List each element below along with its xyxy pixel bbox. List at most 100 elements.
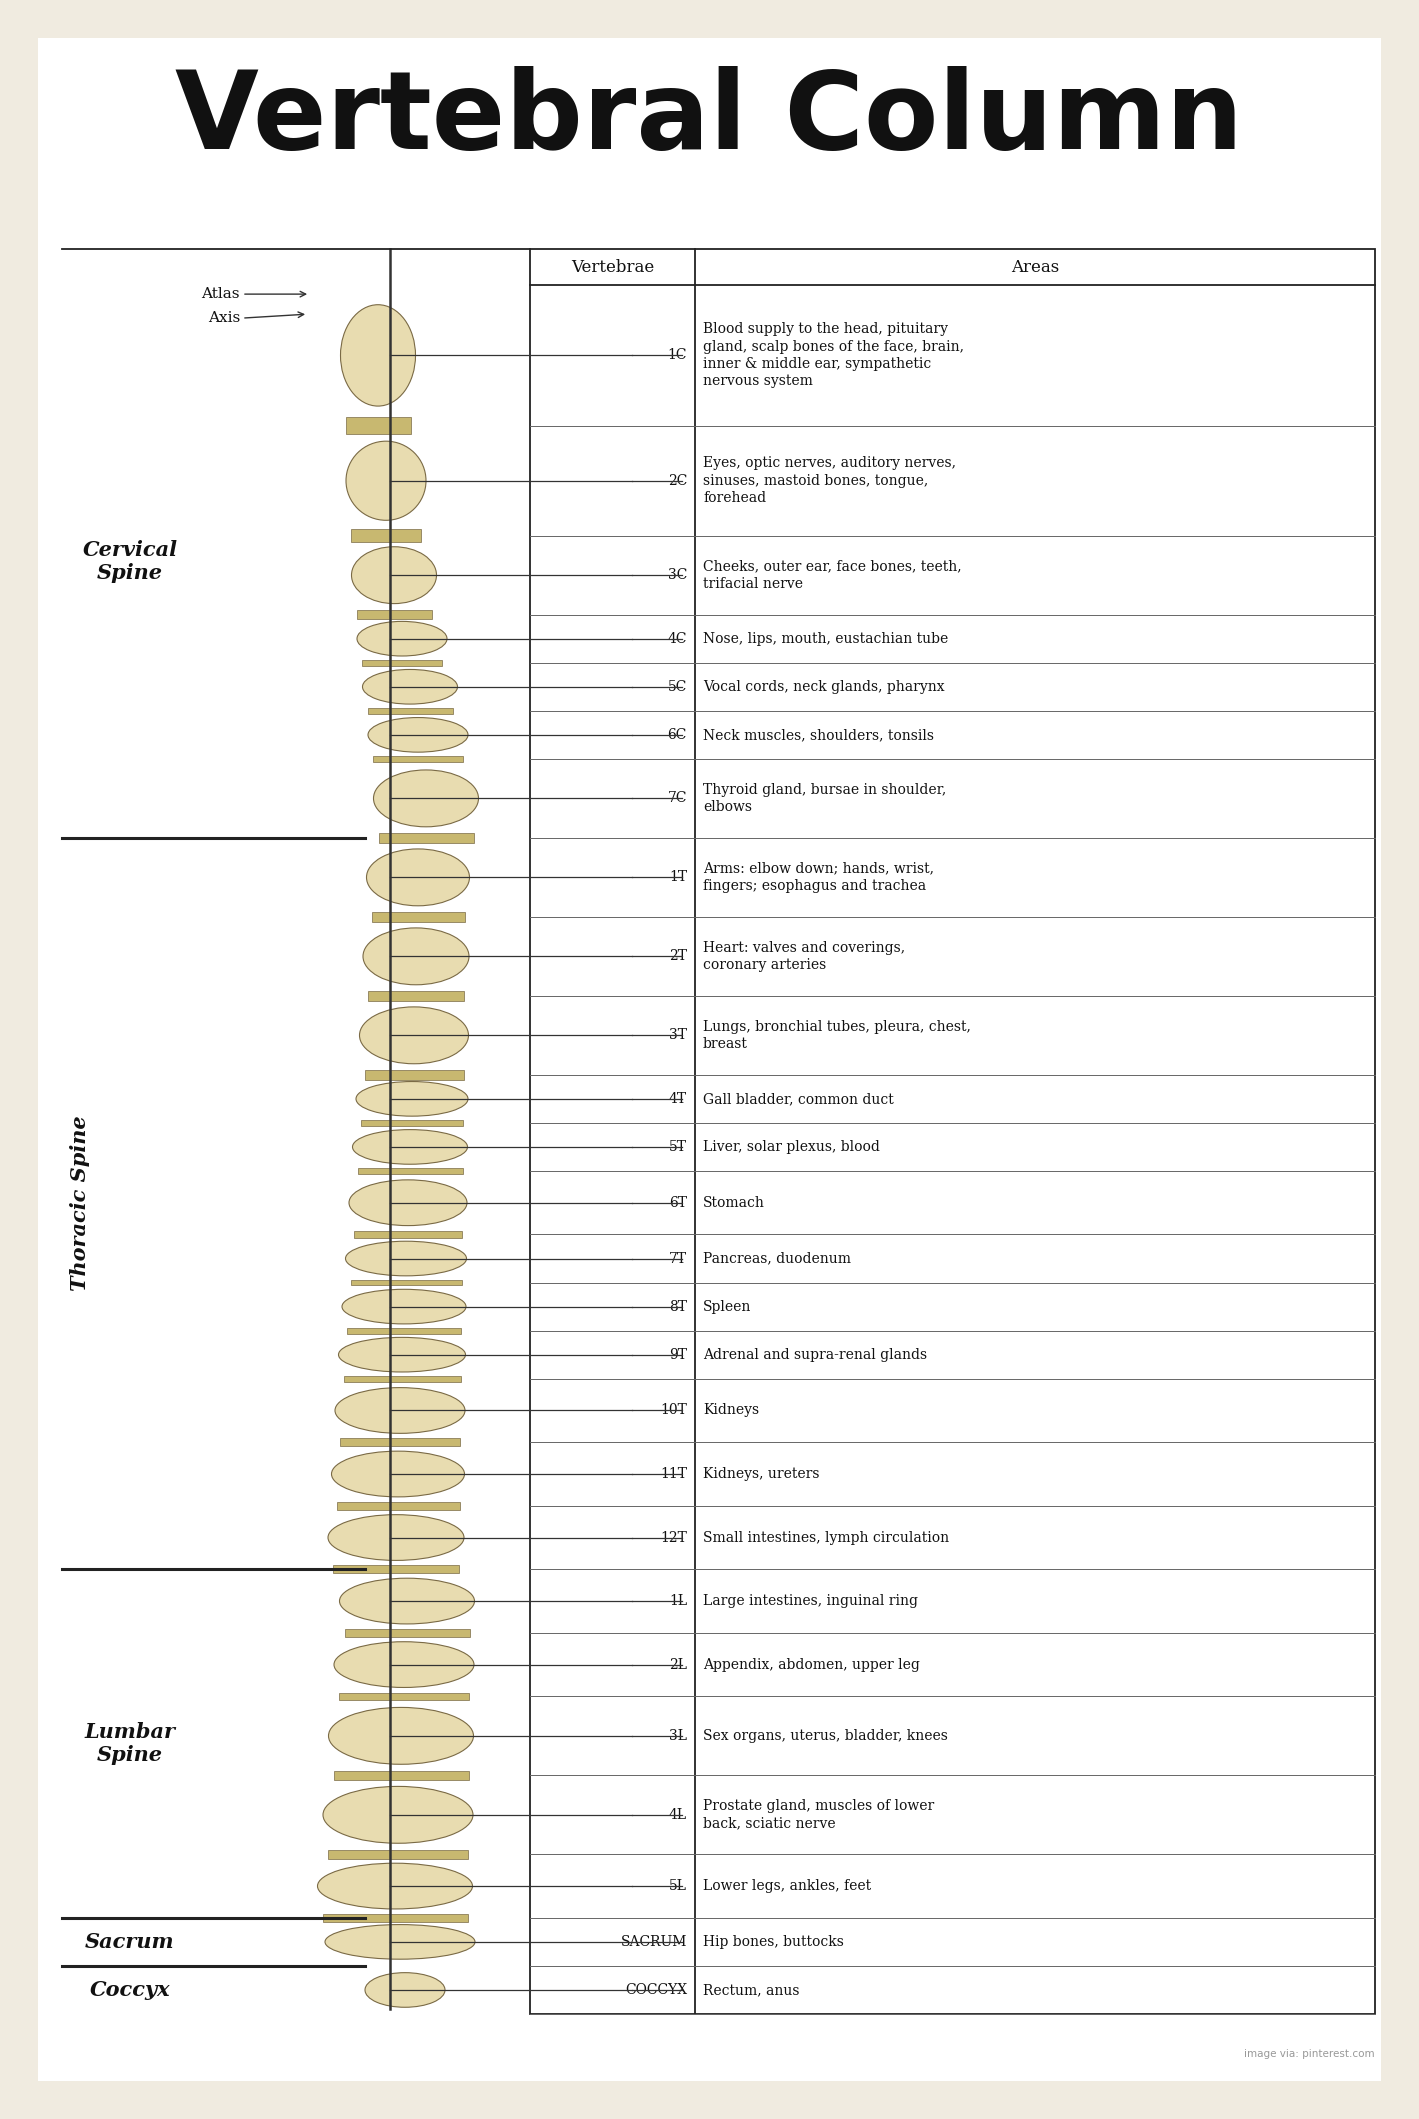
Text: 7C: 7C [667,790,687,805]
Text: Spleen: Spleen [702,1299,752,1314]
Text: Sacrum: Sacrum [85,1933,175,1952]
Ellipse shape [363,928,470,985]
Ellipse shape [325,1924,475,1960]
Bar [328,1850,468,1858]
Ellipse shape [333,1642,474,1687]
Bar [343,1375,461,1382]
Bar [336,1502,460,1509]
Text: Lower legs, ankles, feet: Lower legs, ankles, feet [702,1880,871,1892]
Text: 2L: 2L [668,1657,687,1672]
Text: 1L: 1L [668,1593,687,1608]
Bar [345,417,410,434]
Text: Thoracic Spine: Thoracic Spine [70,1117,89,1290]
Text: Coccyx: Coccyx [89,1979,170,2000]
Ellipse shape [328,1515,464,1560]
Text: Liver, solar plexus, blood: Liver, solar plexus, blood [702,1140,880,1155]
Bar [372,911,464,922]
Text: Cervical
Spine: Cervical Spine [82,540,177,583]
Text: Stomach: Stomach [702,1195,765,1210]
Text: Lungs, bronchial tubes, pleura, chest,
breast: Lungs, bronchial tubes, pleura, chest, b… [702,1019,971,1051]
Bar [341,1439,460,1445]
Ellipse shape [329,1708,474,1765]
Text: Gall bladder, common duct: Gall bladder, common duct [702,1091,894,1106]
Text: SACRUM: SACRUM [620,1935,687,1949]
Bar [373,756,463,761]
Text: 3L: 3L [668,1729,687,1742]
Text: Small intestines, lymph circulation: Small intestines, lymph circulation [702,1530,949,1545]
Text: Vertebrae: Vertebrae [570,259,654,275]
Text: Eyes, optic nerves, auditory nerves,
sinuses, mastoid bones, tongue,
forehead: Eyes, optic nerves, auditory nerves, sin… [702,456,956,504]
Text: Cheeks, outer ear, face bones, teeth,
trifacial nerve: Cheeks, outer ear, face bones, teeth, tr… [702,559,962,591]
Text: Lumbar
Spine: Lumbar Spine [85,1723,176,1765]
Text: Heart: valves and coverings,
coronary arteries: Heart: valves and coverings, coronary ar… [702,941,905,973]
Bar [345,1630,470,1636]
Ellipse shape [365,1973,446,2007]
Text: Areas: Areas [1010,259,1059,275]
Ellipse shape [366,850,470,905]
Text: Pancreas, duodenum: Pancreas, duodenum [702,1252,851,1265]
Text: 2C: 2C [667,475,687,487]
Text: 6T: 6T [668,1195,687,1210]
Text: image via: pinterest.com: image via: pinterest.com [1244,2049,1375,2060]
Text: Thyroid gland, bursae in shoulder,
elbows: Thyroid gland, bursae in shoulder, elbow… [702,782,946,814]
Ellipse shape [324,1786,473,1844]
Text: Appendix, abdomen, upper leg: Appendix, abdomen, upper leg [702,1657,920,1672]
Text: 3T: 3T [668,1028,687,1043]
Text: 4T: 4T [668,1091,687,1106]
Bar [333,1566,458,1572]
Ellipse shape [368,718,468,752]
Text: 12T: 12T [660,1530,687,1545]
Ellipse shape [352,547,437,604]
Text: Hip bones, buttocks: Hip bones, buttocks [702,1935,844,1949]
Text: 5T: 5T [668,1140,687,1155]
Ellipse shape [359,1007,468,1064]
Ellipse shape [335,1388,465,1432]
Text: Neck muscles, shoulders, tonsils: Neck muscles, shoulders, tonsils [702,727,934,742]
Ellipse shape [332,1452,464,1496]
Ellipse shape [352,1129,467,1163]
Text: 3C: 3C [667,568,687,583]
Text: 5L: 5L [668,1880,687,1892]
Text: Arms: elbow down; hands, wrist,
fingers; esophagus and trachea: Arms: elbow down; hands, wrist, fingers;… [702,862,934,892]
Bar [531,250,1375,2013]
Text: Rectum, anus: Rectum, anus [702,1983,799,1996]
Text: 2T: 2T [668,949,687,964]
Text: 1T: 1T [668,871,687,884]
Text: 10T: 10T [660,1403,687,1418]
Text: 11T: 11T [660,1466,687,1481]
Bar [356,610,431,619]
Bar [365,1070,464,1079]
Ellipse shape [346,441,426,521]
Bar [358,1168,463,1174]
Bar [368,708,453,714]
Bar [322,1913,467,1922]
Bar [339,1693,470,1699]
Bar [333,1771,468,1780]
Bar [360,1121,463,1125]
Text: Kidneys: Kidneys [702,1403,759,1418]
Ellipse shape [345,1242,467,1276]
Text: Kidneys, ureters: Kidneys, ureters [702,1466,820,1481]
Ellipse shape [373,769,478,826]
Text: Atlas: Atlas [201,286,240,301]
Ellipse shape [341,305,416,407]
Bar [348,1329,461,1333]
Text: 5C: 5C [667,680,687,693]
Bar [362,659,441,665]
Bar [350,1280,461,1286]
Ellipse shape [358,621,447,657]
Ellipse shape [318,1863,473,1909]
Ellipse shape [362,670,457,704]
Text: 7T: 7T [668,1252,687,1265]
Text: 9T: 9T [668,1348,687,1363]
Bar [350,530,421,542]
Bar [379,833,474,843]
Ellipse shape [349,1180,467,1225]
Text: Sex organs, uterus, bladder, knees: Sex organs, uterus, bladder, knees [702,1729,948,1742]
Ellipse shape [342,1288,465,1324]
Text: Prostate gland, muscles of lower
back, sciatic nerve: Prostate gland, muscles of lower back, s… [702,1799,934,1831]
Text: 1C: 1C [667,348,687,362]
Ellipse shape [356,1081,468,1117]
Text: 8T: 8T [668,1299,687,1314]
Text: Vocal cords, neck glands, pharynx: Vocal cords, neck glands, pharynx [702,680,945,693]
